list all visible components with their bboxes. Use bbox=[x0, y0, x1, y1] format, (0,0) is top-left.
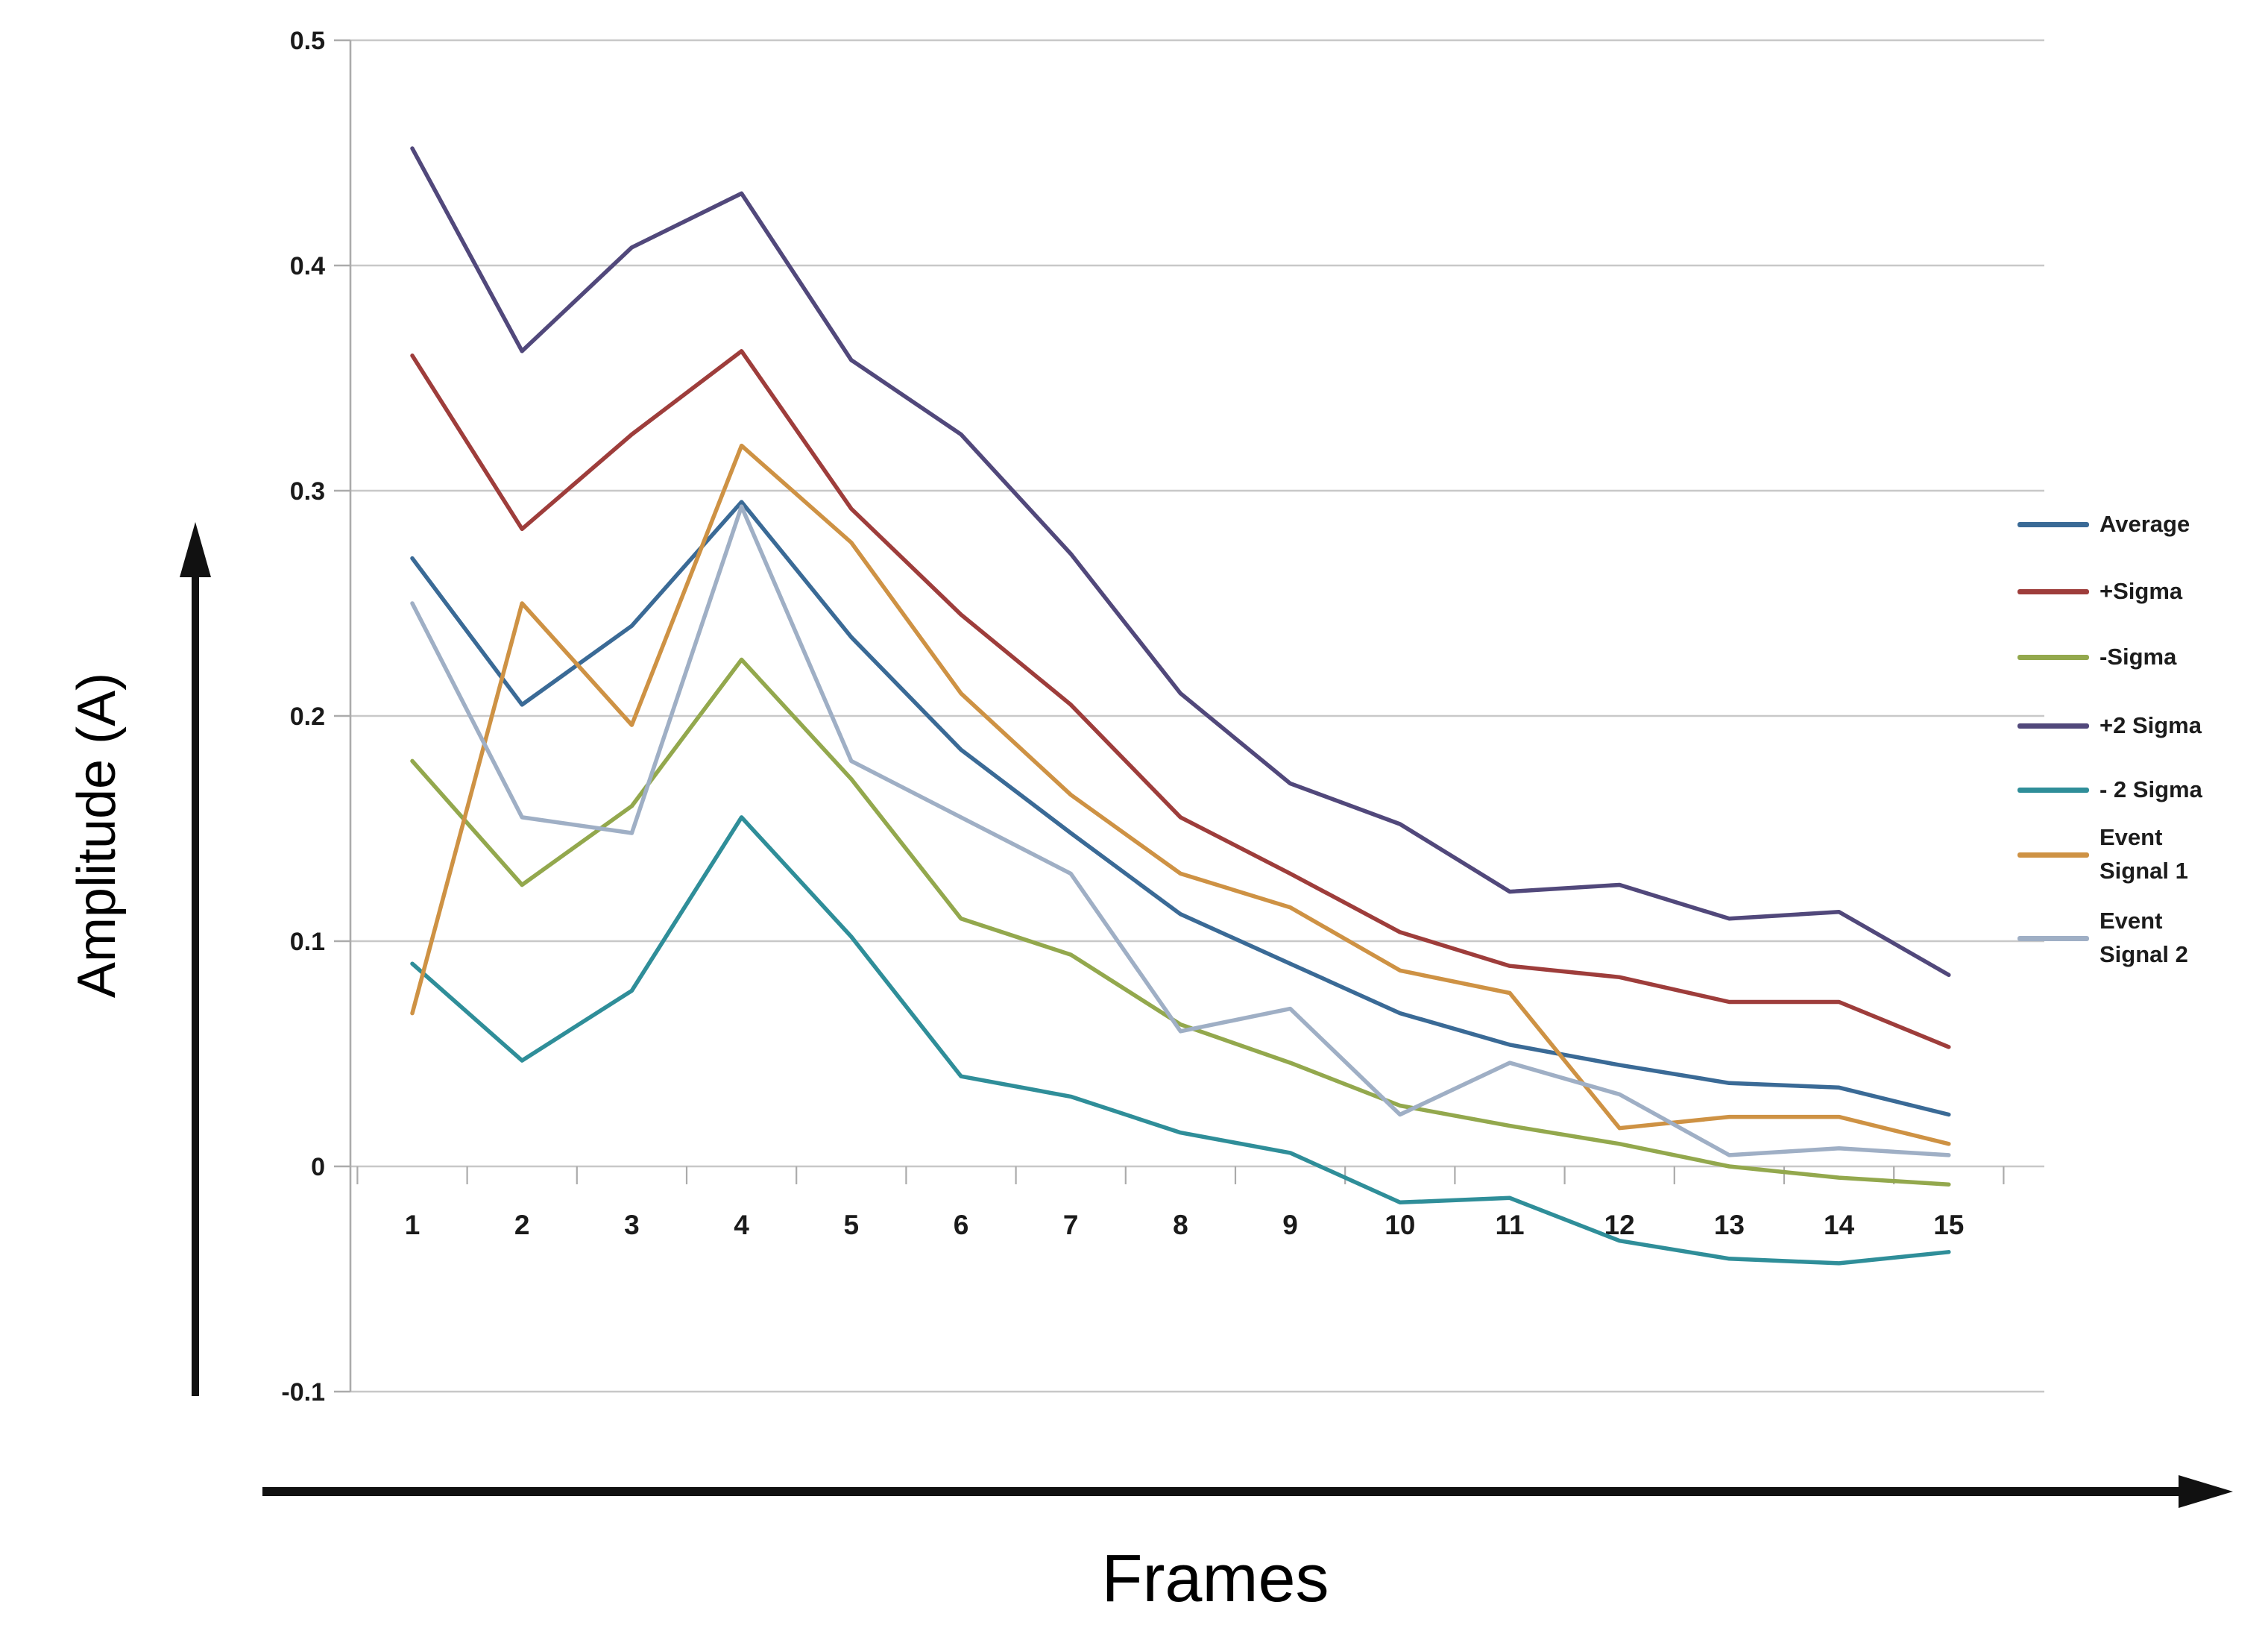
x-tick-label: 14 bbox=[1824, 1210, 1855, 1240]
y-tick-label: 0.4 bbox=[290, 252, 325, 280]
y-tick-label: -0.1 bbox=[281, 1378, 325, 1407]
y-tick-label: 0.2 bbox=[290, 703, 325, 731]
x-tick-label: 6 bbox=[954, 1210, 969, 1240]
x-tick-label: 15 bbox=[1933, 1210, 1964, 1240]
x-tick-label: 8 bbox=[1173, 1210, 1188, 1240]
x-axis-arrowhead-icon bbox=[2179, 1475, 2233, 1508]
x-tick-label: 11 bbox=[1495, 1210, 1524, 1240]
x-axis-title: Frames bbox=[1101, 1542, 1329, 1616]
series-line--2-sigma bbox=[410, 815, 1951, 1266]
series-line-event-signal-2 bbox=[410, 504, 1951, 1157]
y-tick-label: 0.1 bbox=[290, 928, 325, 956]
x-tick-label: 10 bbox=[1385, 1210, 1415, 1240]
x-tick-label: 2 bbox=[514, 1210, 530, 1240]
series-line--2-sigma bbox=[410, 146, 1951, 978]
x-tick-label: 7 bbox=[1063, 1210, 1079, 1240]
series-line-average bbox=[410, 500, 1951, 1117]
y-tick-label: 0 bbox=[311, 1153, 325, 1181]
series-line-event-signal-1 bbox=[410, 443, 1951, 1146]
x-tick-label: 4 bbox=[734, 1210, 749, 1240]
series-line--sigma bbox=[410, 349, 1951, 1049]
y-tick-label: 0.5 bbox=[290, 27, 325, 55]
y-axis-arrowhead-icon bbox=[180, 522, 211, 577]
x-tick-label: 9 bbox=[1282, 1210, 1298, 1240]
x-tick-label: 1 bbox=[405, 1210, 420, 1240]
x-tick-label: 3 bbox=[624, 1210, 640, 1240]
y-tick-label: 0.3 bbox=[290, 477, 325, 506]
y-axis-title: Amplitude (A) bbox=[67, 672, 127, 999]
series-line--sigma bbox=[410, 657, 1951, 1187]
x-tick-label: 13 bbox=[1714, 1210, 1745, 1240]
x-tick-label: 5 bbox=[844, 1210, 860, 1240]
